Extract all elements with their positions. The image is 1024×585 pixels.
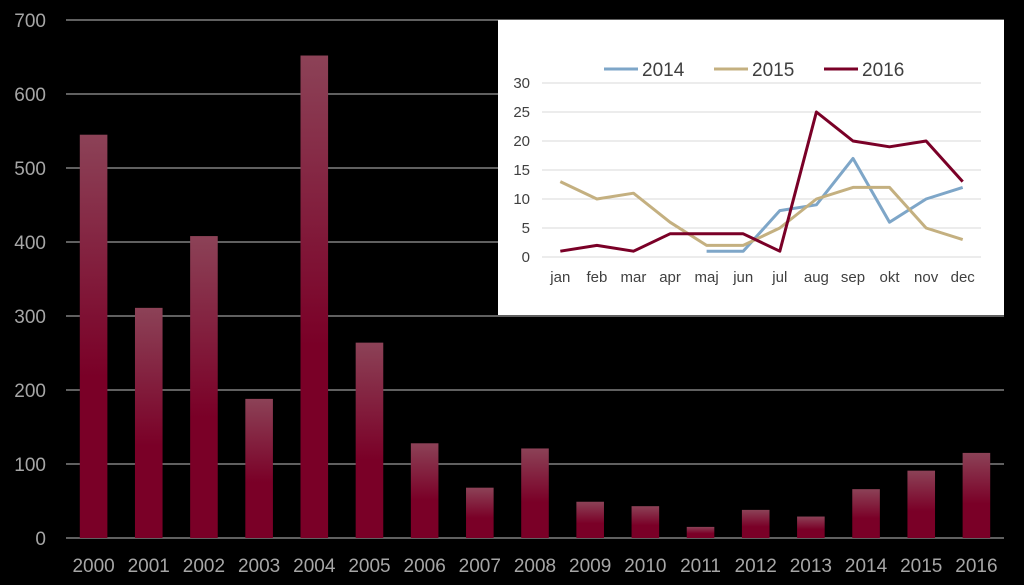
bar: [907, 470, 936, 538]
x-tick-label: 2012: [735, 556, 777, 577]
main-x-tick-labels: 2000 2001 2002 2003 2004 2005 2006 2007 2008 2009…: [72, 556, 997, 577]
inset-y-tick-label: 10: [513, 191, 530, 208]
inset-y-tick-label: 25: [513, 104, 530, 121]
inset-y-tick-labels: 0 5 10 15 20 25 30: [513, 75, 530, 266]
x-tick-label: 2005: [348, 556, 390, 577]
x-tick-label: 2016: [955, 556, 997, 577]
bar: [300, 55, 329, 539]
legend-label: 2015: [752, 60, 794, 81]
inset-y-tick-label: 20: [513, 133, 530, 150]
bar: [576, 501, 604, 538]
inset-x-tick-label: apr: [659, 269, 681, 286]
inset-y-tick-label: 5: [522, 220, 530, 237]
bar: [190, 236, 218, 538]
y-tick-label: 0: [35, 529, 46, 550]
x-tick-label: 2008: [514, 556, 556, 577]
inset-y-tick-label: 30: [513, 75, 530, 92]
legend-label: 2014: [642, 60, 685, 81]
main-bars: [79, 55, 991, 539]
y-tick-label: 400: [14, 233, 46, 254]
series-line-2014: [706, 156, 964, 253]
inset-series-lines: [559, 110, 964, 253]
inset-x-tick-label: jul: [771, 269, 787, 286]
y-tick-label: 700: [14, 11, 46, 32]
inset-x-tick-label: dec: [951, 269, 976, 286]
x-tick-label: 2015: [900, 556, 942, 577]
y-tick-label: 100: [14, 455, 46, 476]
bar: [852, 489, 880, 538]
bar: [410, 443, 439, 538]
inset-gridlines: [542, 82, 981, 258]
y-tick-label: 300: [14, 307, 46, 328]
x-tick-label: 2004: [293, 556, 336, 577]
inset-x-tick-label: sep: [841, 269, 865, 286]
inset-x-tick-label: jun: [732, 269, 753, 286]
inset-legend: 2014 2015 2016: [604, 60, 904, 81]
series-line-2015: [559, 180, 964, 247]
legend-item-2015: 2015: [714, 60, 794, 81]
bar: [245, 398, 273, 538]
legend-label: 2016: [862, 60, 904, 81]
bar: [134, 307, 163, 538]
bar: [355, 342, 384, 538]
inset-x-tick-labels: jan feb mar apr maj jun jul aug sep okt nov dec: [549, 269, 975, 286]
y-tick-label: 500: [14, 159, 46, 180]
x-tick-label: 2014: [845, 556, 888, 577]
bar: [466, 487, 494, 538]
x-tick-label: 2007: [459, 556, 501, 577]
monthly-inset-panel: 0 5 10 15 20 25 30 jan feb mar apr maj jun jul aug sep…: [498, 20, 1004, 315]
x-tick-label: 2013: [790, 556, 832, 577]
inset-x-tick-label: aug: [804, 269, 829, 286]
bar: [686, 526, 715, 538]
inset-x-tick-label: feb: [586, 269, 607, 286]
bar: [962, 452, 991, 538]
x-tick-label: 2010: [624, 556, 666, 577]
series-line-2016: [560, 110, 964, 253]
bar: [521, 448, 549, 538]
x-tick-label: 2003: [238, 556, 280, 577]
bar: [631, 506, 660, 538]
inset-x-tick-label: jan: [549, 269, 570, 286]
inset-y-tick-label: 15: [513, 162, 530, 179]
x-tick-label: 2011: [680, 556, 721, 577]
inset-x-tick-label: maj: [695, 269, 719, 286]
main-y-tick-labels: 0 100 200 300 400 500 600 700: [14, 11, 46, 550]
bar: [797, 516, 825, 538]
x-tick-label: 2002: [183, 556, 225, 577]
x-tick-label: 2000: [72, 556, 114, 577]
inset-y-tick-label: 0: [522, 249, 530, 266]
legend-item-2014: 2014: [604, 60, 685, 81]
bar: [741, 509, 770, 538]
inset-x-tick-label: nov: [914, 269, 939, 286]
monthly-line-chart: 0 5 10 15 20 25 30 jan feb mar apr maj jun jul aug sep…: [513, 60, 981, 286]
x-tick-label: 2009: [569, 556, 611, 577]
y-tick-label: 200: [14, 381, 46, 402]
inset-x-tick-label: mar: [621, 269, 647, 286]
x-tick-label: 2001: [128, 556, 170, 577]
inset-x-tick-label: okt: [880, 269, 901, 286]
legend-item-2016: 2016: [824, 60, 904, 81]
y-tick-label: 600: [14, 85, 46, 106]
x-tick-label: 2006: [404, 556, 446, 577]
bar: [79, 134, 108, 538]
